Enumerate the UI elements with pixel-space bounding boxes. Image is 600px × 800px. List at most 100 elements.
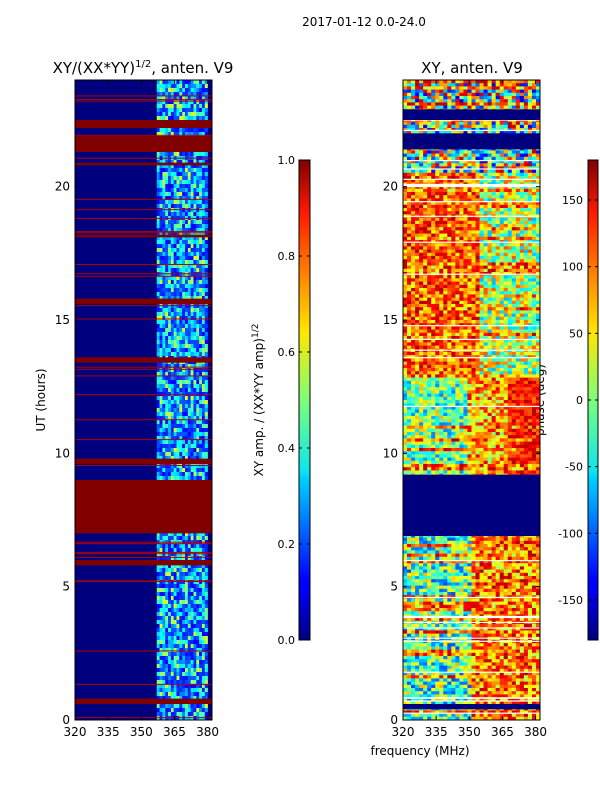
right-cell <box>455 166 460 170</box>
right-cell <box>483 89 488 94</box>
right-cell <box>459 169 464 174</box>
right-cell <box>439 89 444 94</box>
left-cell <box>187 404 191 409</box>
left-cell <box>193 428 197 433</box>
left-cell <box>182 288 186 293</box>
right-cell <box>459 121 464 126</box>
right-cell <box>455 128 460 132</box>
right-cell <box>451 131 456 135</box>
right-cell <box>503 243 509 247</box>
left-cell <box>201 96 206 101</box>
right-cell <box>451 265 456 270</box>
left-cell <box>204 704 208 709</box>
left-cell <box>156 380 160 385</box>
left-cell <box>179 472 183 477</box>
right-cell <box>435 92 440 97</box>
left-frame <box>74 79 213 721</box>
left-cell <box>176 452 180 457</box>
right-cell <box>439 121 444 126</box>
left-cell <box>182 636 186 641</box>
right-cell <box>507 201 513 206</box>
left-cell <box>196 92 200 97</box>
right-cell <box>467 195 472 199</box>
right-cell <box>523 121 529 126</box>
right-cell <box>467 233 472 238</box>
left-cell <box>168 248 172 253</box>
left-cell <box>168 708 172 713</box>
left-cell <box>156 84 160 89</box>
left-cell <box>184 292 189 297</box>
right-cell <box>467 83 472 87</box>
left-cell <box>179 204 183 209</box>
right-cell <box>403 233 408 238</box>
right-cell <box>491 121 496 126</box>
right-cell <box>499 192 505 196</box>
left-cell <box>184 428 189 433</box>
right-cell <box>491 198 496 202</box>
left-cell <box>187 468 191 473</box>
right-cell <box>415 102 420 106</box>
right-cell <box>423 204 428 209</box>
right-cell <box>519 220 525 225</box>
right-cell <box>495 249 501 254</box>
right-cell <box>447 208 452 212</box>
left-cell <box>196 588 200 593</box>
right-cell <box>499 188 505 193</box>
left-thin-band <box>75 366 212 368</box>
left-cell <box>190 204 194 209</box>
left-thin-band <box>75 95 212 97</box>
left-cell <box>199 264 203 269</box>
left-cell <box>170 80 174 85</box>
right-cell <box>435 99 440 103</box>
right-cell <box>467 105 472 110</box>
right-cell <box>431 201 436 206</box>
left-cell <box>159 364 163 369</box>
right-cell <box>527 204 533 209</box>
left-cell <box>184 672 189 677</box>
right-cell <box>423 268 428 273</box>
left-cell <box>187 400 191 405</box>
left-cell <box>201 672 206 677</box>
right-cell <box>491 80 496 84</box>
left-cell <box>176 264 180 269</box>
right-cell <box>503 201 509 206</box>
right-cell <box>479 172 484 177</box>
left-cell <box>170 612 174 617</box>
right-cell <box>459 185 464 190</box>
right-cell <box>495 201 501 206</box>
left-cell <box>199 280 203 285</box>
right-cell <box>439 169 444 174</box>
right-cell <box>455 256 460 260</box>
right-cell <box>471 83 476 87</box>
right-cell <box>475 102 480 106</box>
right-cell <box>459 166 464 170</box>
left-cell <box>199 244 203 249</box>
left-cell <box>190 340 194 345</box>
left-cell <box>196 248 200 253</box>
left-cell <box>179 712 183 717</box>
right-cell <box>439 188 444 193</box>
right-cell <box>423 259 428 263</box>
left-cell <box>162 152 166 157</box>
left-cell <box>184 256 189 261</box>
left-cell <box>156 664 160 669</box>
right-cell <box>435 233 440 238</box>
right-cell <box>515 121 521 126</box>
right-cell <box>523 236 529 241</box>
left-cell <box>168 656 172 661</box>
right-cell <box>431 188 436 193</box>
left-cell <box>199 444 203 449</box>
right-cell <box>491 128 496 132</box>
left-cell <box>190 612 194 617</box>
left-cell <box>196 184 200 189</box>
left-cell <box>187 248 191 253</box>
left-cell <box>182 224 186 229</box>
right-cell <box>471 195 476 199</box>
right-cell <box>435 249 440 254</box>
left-cell <box>176 92 180 97</box>
left-cell <box>168 368 172 373</box>
left-cell <box>168 312 172 317</box>
left-cell <box>190 568 194 573</box>
left-title-suffix: , anten. V9 <box>151 59 233 77</box>
left-cell <box>162 712 166 717</box>
